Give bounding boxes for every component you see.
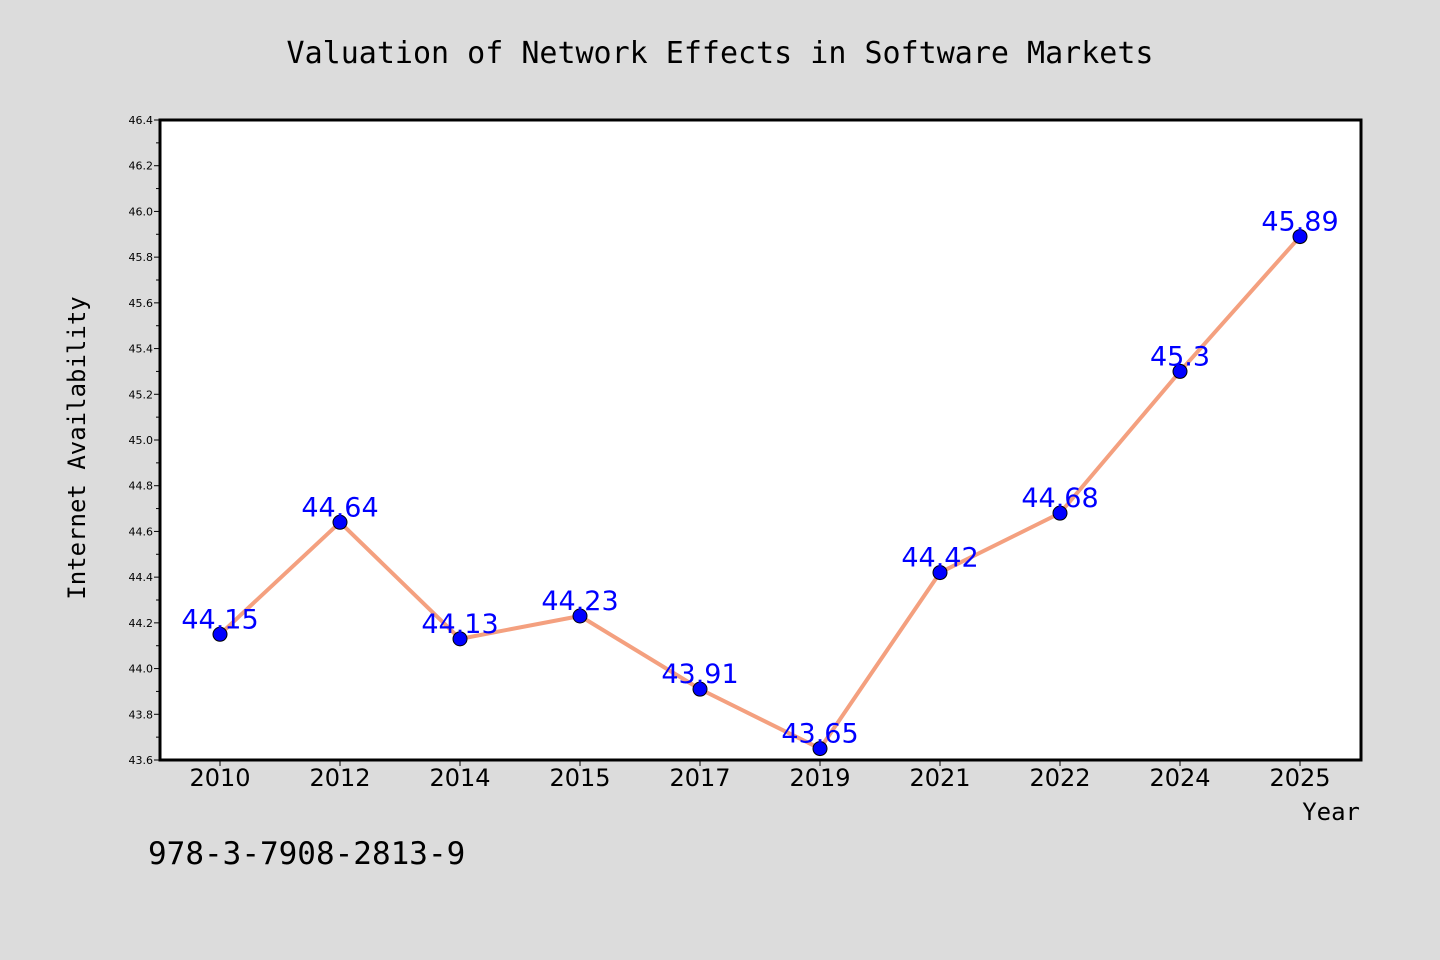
y-axis: 43.6 43.8 44.0 44.2 44.4 44.6 44.8 45.0 45.2 45.4…	[129, 114, 160, 767]
x-tick-label: 2025	[1269, 764, 1330, 792]
y-tick-label: 45.0	[129, 434, 154, 447]
y-tick-label: 44.8	[129, 480, 154, 493]
y-tick-label: 45.4	[129, 343, 154, 356]
data-label: 45.3	[1150, 341, 1210, 372]
data-point	[572, 608, 588, 624]
data-label: 44.42	[901, 543, 978, 574]
series-line	[218, 235, 1302, 751]
data-label: 44.13	[421, 609, 498, 640]
plot-frame	[158, 118, 1363, 762]
x-tick-label: 2010	[189, 764, 250, 792]
y-tick-label: 44.2	[129, 617, 154, 630]
data-label: 44.68	[1021, 483, 1098, 514]
y-tick-label: 43.8	[129, 708, 154, 721]
plot-area	[160, 120, 1361, 760]
y-tick-label: 46.2	[129, 160, 154, 173]
data-label: 43.65	[781, 719, 858, 750]
x-tick-label: 2022	[1029, 764, 1090, 792]
data-point	[932, 565, 948, 581]
x-tick-label: 2015	[549, 764, 610, 792]
y-tick-label: 44.0	[129, 663, 154, 676]
data-label: 44.15	[181, 604, 258, 635]
x-axis: 2010 2012 2014 2015 2017 2019 2021 2022 2024 2025	[189, 760, 1331, 792]
y-tick-label: 45.6	[129, 297, 154, 310]
data-point	[1052, 505, 1068, 521]
y-tick-label: 45.8	[129, 251, 154, 264]
data-label: 45.89	[1261, 207, 1338, 238]
y-tick-label: 44.6	[129, 525, 154, 538]
y-tick-label: 44.4	[129, 571, 154, 584]
y-tick-label: 46.0	[129, 205, 154, 218]
data-labels: 44.15 44.64 44.13 44.23 43.91 43.65 44.42 44.68…	[181, 207, 1338, 750]
x-tick-label: 2014	[429, 764, 490, 792]
data-point	[452, 631, 468, 647]
y-axis-title: Internet Availability	[63, 296, 91, 599]
data-point	[692, 681, 708, 697]
data-label: 44.23	[541, 586, 618, 617]
x-tick-label: 2021	[909, 764, 970, 792]
y-tick-label: 43.6	[129, 754, 154, 767]
x-tick-label: 2012	[309, 764, 370, 792]
data-point	[212, 626, 228, 642]
data-point	[1292, 229, 1308, 245]
x-tick-label: 2024	[1149, 764, 1210, 792]
x-tick-label: 2019	[789, 764, 850, 792]
isbn-footer: 978-3-7908-2813-9	[148, 836, 465, 872]
series-layer	[212, 229, 1308, 757]
chart-title: Valuation of Network Effects in Software…	[287, 36, 1154, 71]
x-tick-label: 2017	[669, 764, 730, 792]
y-tick-label: 45.2	[129, 388, 154, 401]
data-point	[812, 741, 828, 757]
data-point	[332, 514, 348, 530]
data-point	[1172, 363, 1188, 379]
data-label: 44.64	[301, 492, 378, 523]
y-tick-label: 46.4	[129, 114, 154, 127]
x-axis-title: Year	[1302, 798, 1360, 826]
data-label: 43.91	[661, 659, 738, 690]
